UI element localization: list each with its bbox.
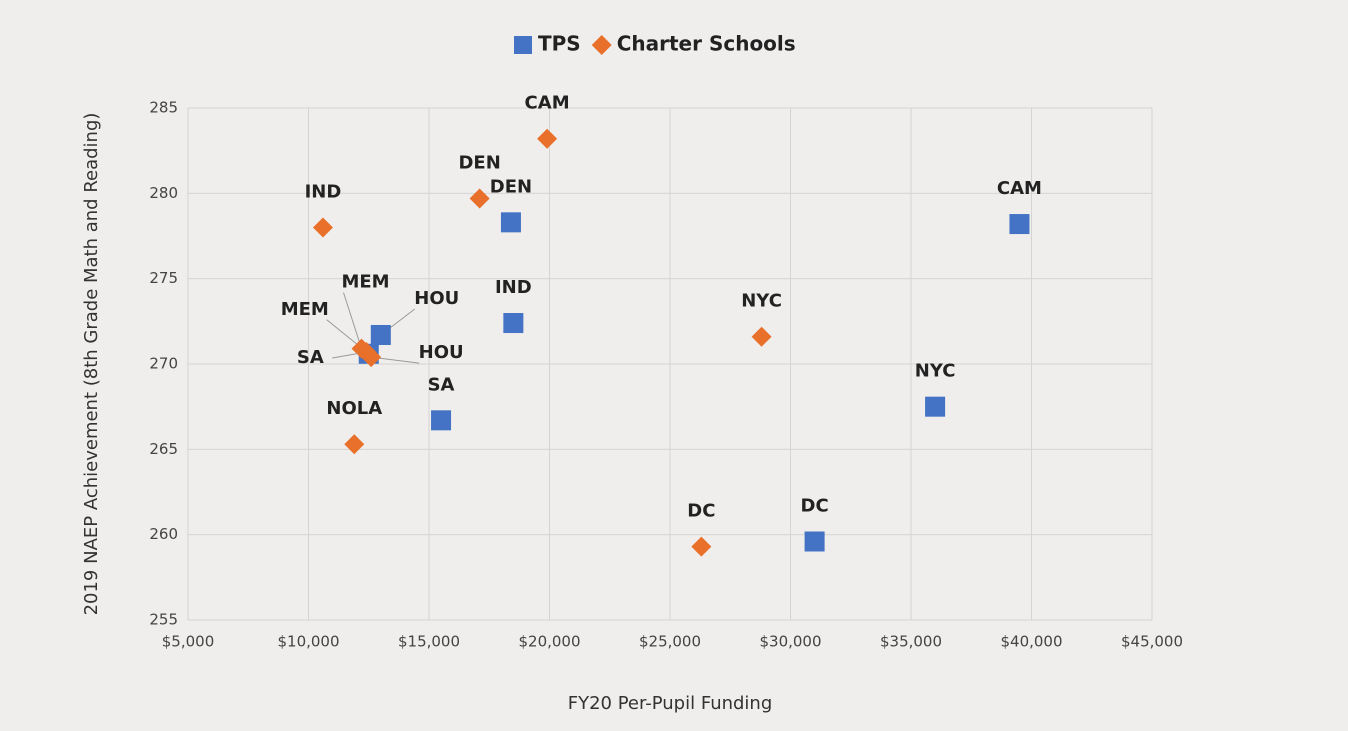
data-label: MEM [281, 299, 329, 320]
y-tick-label: 280 [149, 184, 178, 202]
y-tick-label: 275 [149, 269, 178, 287]
data-label: HOU [419, 342, 464, 363]
data-label: CAM [997, 178, 1042, 199]
x-tick-label: $15,000 [398, 633, 460, 651]
x-tick-label: $30,000 [759, 633, 821, 651]
marker [925, 396, 946, 417]
marker [503, 313, 524, 334]
x-tick-label: $25,000 [639, 633, 701, 651]
x-tick-label: $20,000 [518, 633, 580, 651]
data-label: NOLA [326, 398, 382, 419]
marker [751, 326, 772, 347]
x-tick-label: $45,000 [1121, 633, 1183, 651]
x-axis-title: FY20 Per-Pupil Funding [568, 693, 773, 714]
marker [537, 128, 558, 149]
marker [1009, 214, 1030, 235]
data-label: SA [297, 347, 324, 368]
data-label: DC [687, 501, 715, 522]
marker [370, 324, 391, 345]
data-label: NYC [915, 361, 956, 382]
x-tick-label: $10,000 [277, 633, 339, 651]
data-label: IND [305, 181, 342, 202]
marker [312, 217, 333, 238]
legend-marker [514, 36, 532, 54]
y-tick-label: 255 [149, 611, 178, 629]
data-label: SA [428, 374, 455, 395]
data-label: CAM [525, 93, 570, 114]
data-label: IND [495, 277, 532, 298]
marker [804, 531, 825, 552]
marker [691, 536, 712, 557]
data-label: DEN [458, 152, 500, 173]
legend-label: Charter Schools [617, 32, 796, 56]
x-tick-label: $40,000 [1000, 633, 1062, 651]
y-tick-label: 260 [149, 525, 178, 543]
data-label: HOU [414, 288, 459, 309]
marker [344, 434, 365, 455]
y-tick-label: 285 [149, 99, 178, 117]
data-label: NYC [741, 291, 782, 312]
marker [469, 188, 490, 209]
x-tick-label: $5,000 [162, 633, 215, 651]
y-tick-label: 265 [149, 440, 178, 458]
marker [500, 212, 521, 233]
data-label: DC [801, 495, 829, 516]
marker [356, 342, 377, 363]
marker [431, 410, 452, 431]
x-tick-label: $35,000 [880, 633, 942, 651]
y-axis-title: 2019 NAEP Achievement (8th Grade Math an… [81, 113, 102, 616]
legend-label: TPS [538, 32, 581, 56]
data-label: MEM [341, 272, 389, 293]
y-tick-label: 270 [149, 355, 178, 373]
legend-marker [591, 35, 612, 55]
leader-line [343, 292, 362, 349]
data-label: DEN [490, 176, 532, 197]
